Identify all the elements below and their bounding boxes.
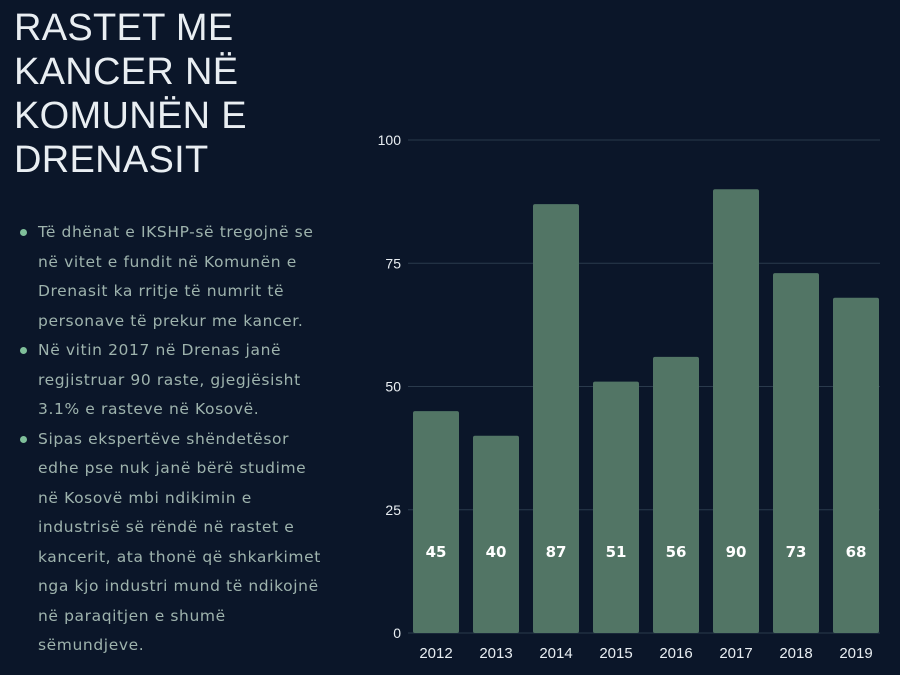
x-tick-label: 2016 bbox=[659, 645, 692, 662]
bullet-text-line: industrisë së rëndë në rastet e bbox=[38, 518, 295, 536]
bullet-text-line: Sipas ekspertëve shëndetësor bbox=[38, 429, 290, 448]
x-tick-label: 2013 bbox=[479, 645, 512, 662]
title-line: KANCER NË bbox=[14, 51, 239, 93]
bullet-text-line: Të dhënat e IKSHP-së tregojnë se bbox=[38, 223, 314, 241]
title-line: KOMUNËN E bbox=[14, 95, 247, 137]
bar-value-label: 90 bbox=[726, 543, 747, 561]
y-tick-label: 50 bbox=[385, 379, 401, 395]
x-tick-label: 2018 bbox=[779, 645, 812, 662]
bar-value-label: 56 bbox=[666, 543, 687, 561]
bullet-text-line: Drenasit ka rritje të numrit të bbox=[38, 282, 285, 300]
bar-2016 bbox=[653, 356, 699, 633]
bullet-dot-icon bbox=[20, 347, 27, 354]
bullet-item: Në vitin 2017 në Drenas janë regjistruar … bbox=[20, 336, 345, 425]
bullet-dot-icon bbox=[20, 229, 27, 236]
bullet-text-line: 3.1% e rasteve në Kosovë. bbox=[38, 400, 260, 418]
bar-2013 bbox=[473, 435, 519, 633]
page-title: RASTET ME KANCER NË KOMUNËN E DRENASIT bbox=[14, 6, 344, 182]
x-tick-label: 2017 bbox=[719, 645, 752, 662]
bar-value-label: 45 bbox=[426, 543, 447, 561]
y-tick-label: 0 bbox=[393, 625, 401, 641]
bullet-text-line: regjistruar 90 raste, gjegjësisht bbox=[38, 370, 301, 389]
bullet-text-line: në Kosovë mbi ndikimin e bbox=[38, 488, 252, 507]
x-tick-label: 2014 bbox=[539, 645, 572, 662]
bullet-text-line: në paraqitjen e shumë bbox=[38, 606, 226, 625]
bar-value-label: 68 bbox=[846, 543, 867, 561]
bullet-text-line: në vitet e fundit në Komunën e bbox=[38, 252, 297, 271]
bullet-text-line: nga kjo industri mund të ndikojnë bbox=[38, 577, 319, 595]
x-tick-label: 2012 bbox=[419, 645, 452, 662]
bullet-text-line: sëmundjeve. bbox=[38, 636, 145, 654]
bullet-dot-icon bbox=[20, 435, 27, 443]
bar-2019 bbox=[833, 297, 879, 633]
x-tick-label: 2015 bbox=[599, 645, 632, 662]
x-tick-label: 2019 bbox=[839, 645, 872, 662]
bullet-text-line: edhe pse nuk janë bërë studime bbox=[38, 459, 307, 477]
bar-2018 bbox=[773, 273, 819, 633]
bullet-item: Sipas ekspertëve shëndetësor edhe pse nuk… bbox=[20, 425, 345, 661]
bullet-text-line: Në vitin 2017 në Drenas janë bbox=[38, 341, 282, 359]
bar-2014 bbox=[533, 204, 579, 633]
title-line: RASTET ME bbox=[14, 7, 234, 49]
y-tick-label: 100 bbox=[378, 132, 402, 148]
bullet-text-line: kancerit, ata thonë që shkarkimet bbox=[38, 547, 321, 566]
y-tick-label: 25 bbox=[385, 502, 401, 518]
bar-value-label: 73 bbox=[786, 543, 807, 561]
bar-value-label: 40 bbox=[486, 543, 507, 561]
title-line: DRENASIT bbox=[14, 139, 209, 181]
bar-2017 bbox=[713, 189, 759, 634]
bar-value-label: 87 bbox=[546, 543, 567, 561]
bullet-item: Të dhënat e IKSHP-së tregojnë se në vitet… bbox=[20, 218, 345, 336]
bar-2012 bbox=[413, 411, 459, 633]
y-tick-label: 75 bbox=[385, 255, 401, 271]
bullet-text-line: personave të prekur me kancer. bbox=[38, 311, 304, 330]
bar-2015 bbox=[593, 381, 639, 633]
bullet-list: Të dhënat e IKSHP-së tregojnë se në vitet… bbox=[20, 218, 345, 661]
bar-value-label: 51 bbox=[606, 543, 627, 561]
